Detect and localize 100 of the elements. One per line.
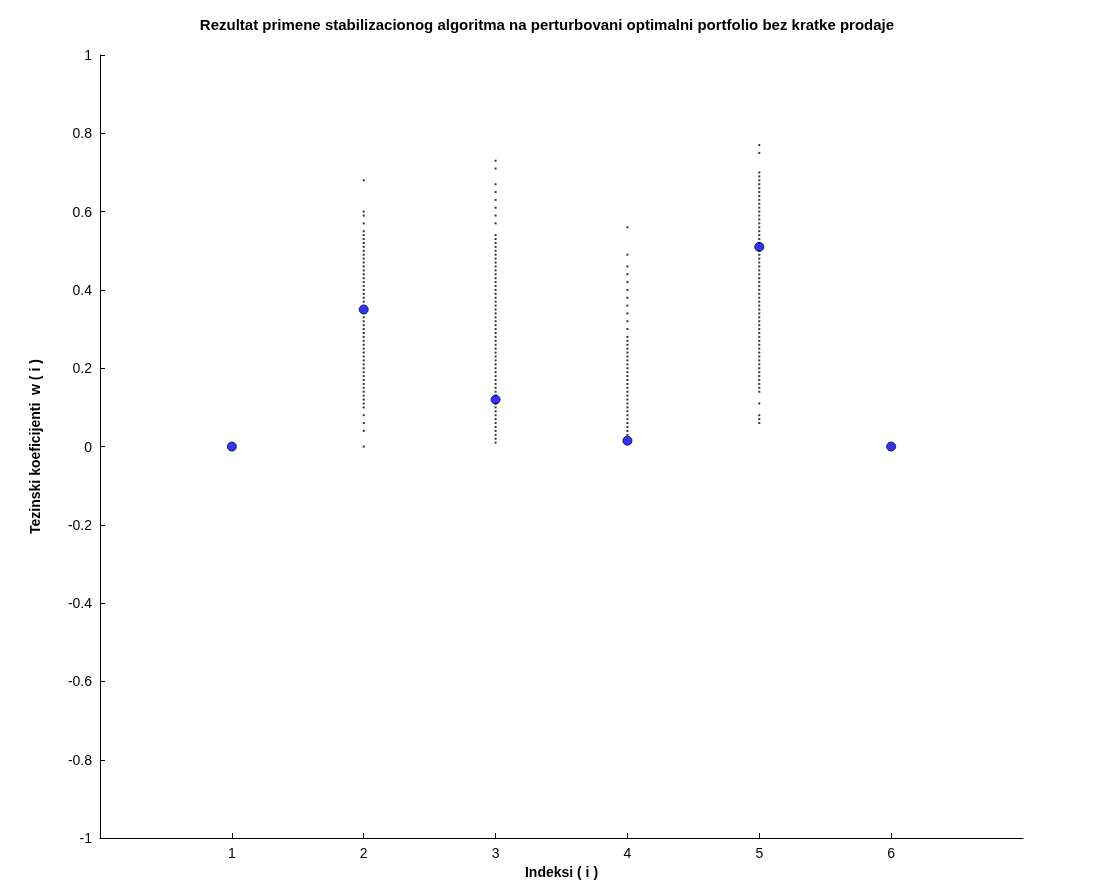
point [362, 292, 365, 295]
point [358, 304, 369, 315]
y-tick-label: 0 [84, 438, 93, 455]
point [626, 312, 629, 315]
point [626, 410, 629, 413]
chart-title: Rezultat primene stabilizacionog algoritma na perturbovani optimalni portfolio bez kratke prodaje [199, 16, 895, 33]
point [362, 296, 365, 299]
y-tick-label: 0.6 [72, 203, 93, 220]
point [362, 429, 365, 432]
point [362, 273, 365, 276]
point [362, 355, 365, 358]
point [622, 435, 633, 446]
point [626, 363, 629, 366]
y-tick-label: -0.8 [67, 751, 93, 768]
point [626, 378, 629, 381]
point [490, 394, 501, 405]
point [362, 375, 365, 378]
point [626, 328, 629, 331]
point [362, 390, 365, 393]
point [626, 351, 629, 354]
point [626, 296, 629, 299]
point [362, 257, 365, 260]
point [362, 386, 365, 389]
y-tick-label: -0.2 [67, 516, 93, 533]
x-tick-label: 4 [623, 845, 632, 862]
point [362, 351, 365, 354]
point [626, 386, 629, 389]
y-tick-label: 0.2 [72, 360, 93, 377]
point [362, 378, 365, 381]
point [362, 402, 365, 405]
point [626, 367, 629, 370]
point [362, 230, 365, 233]
point [626, 320, 629, 323]
point [626, 253, 629, 256]
point [362, 253, 365, 256]
point [362, 359, 365, 362]
point [362, 234, 365, 237]
point [886, 441, 897, 452]
point [362, 210, 365, 213]
point [362, 261, 365, 264]
x-tick-label: 3 [491, 845, 500, 862]
y-tick-label: 0.8 [72, 125, 93, 142]
point [626, 394, 629, 397]
point [626, 343, 629, 346]
x-tick-label: 5 [755, 845, 764, 862]
point [626, 339, 629, 342]
point [626, 226, 629, 229]
point [626, 425, 629, 428]
y-tick-label: -1 [79, 830, 93, 847]
point [626, 347, 629, 350]
point [626, 406, 629, 409]
x-tick-label: 1 [227, 845, 236, 862]
point [626, 402, 629, 405]
point [626, 288, 629, 291]
x-tick-label: 2 [359, 845, 368, 862]
point [362, 288, 365, 291]
point [626, 390, 629, 393]
point [626, 414, 629, 417]
point [362, 316, 365, 319]
point [362, 363, 365, 366]
point [362, 241, 365, 244]
point [362, 367, 365, 370]
point [362, 382, 365, 385]
point [626, 382, 629, 385]
point [362, 324, 365, 327]
x-axis-title: Indeksi ( i ) [524, 864, 599, 880]
point [226, 441, 237, 452]
point [362, 269, 365, 272]
point [362, 398, 365, 401]
point [362, 300, 365, 303]
point [362, 214, 365, 217]
point [626, 355, 629, 358]
point [626, 281, 629, 284]
point [362, 285, 365, 288]
point [362, 394, 365, 397]
point [362, 414, 365, 417]
y-tick-label: -0.6 [67, 673, 93, 690]
point [626, 371, 629, 374]
point [626, 304, 629, 307]
y-tick-label: 0.4 [72, 281, 93, 298]
point [626, 265, 629, 268]
point [626, 359, 629, 362]
y-tick-label: -0.4 [67, 595, 93, 612]
point [362, 265, 365, 268]
point [362, 281, 365, 284]
point [362, 339, 365, 342]
y-tick-label: 1 [84, 47, 93, 63]
point [362, 179, 365, 182]
point [362, 320, 365, 323]
point [362, 328, 365, 331]
point [626, 335, 629, 338]
point [362, 238, 365, 241]
point [362, 347, 365, 350]
point [626, 422, 629, 425]
point [626, 375, 629, 378]
point [362, 422, 365, 425]
x-tick-label: 6 [887, 845, 896, 862]
point [362, 335, 365, 338]
point [362, 343, 365, 346]
point [362, 445, 365, 448]
